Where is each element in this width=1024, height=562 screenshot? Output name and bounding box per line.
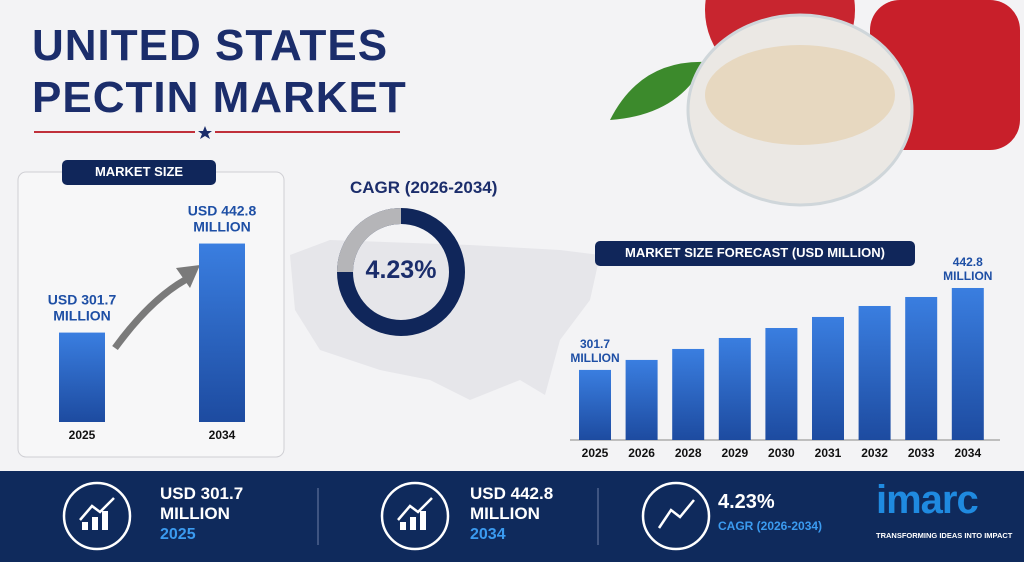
x-tick-label: 2025 [68,428,96,442]
x-tick-label: 2034 [954,446,982,460]
x-tick-label: 2029 [721,446,749,460]
stat-detail: 2025 [160,526,196,543]
pill [595,241,915,266]
stat-detail: CAGR (2026-2034) [718,519,823,533]
pill [62,160,216,185]
icon-bars [82,511,426,530]
icons [62,481,711,551]
x-tick-label: 2026 [628,446,655,460]
chart-title: MARKET SIZE [94,164,184,179]
stat-value: USD 442.8 MILLION [470,484,554,523]
x-tick-label: 2028 [674,446,702,460]
x-tick-label: 2032 [861,446,888,460]
value-label: 442.8 MILLION [943,255,993,284]
value-label: 301.7 MILLION [570,337,620,366]
cagr-label: CAGR (2026-2034) [350,178,498,197]
donut-gap [337,208,402,273]
bar [951,287,984,440]
bar [579,369,611,440]
bar [199,243,245,422]
bar [718,337,751,440]
x-tick-label: 2025 [581,446,609,460]
pectin-powder [705,45,895,145]
bar [672,348,705,440]
footer [0,471,1024,562]
logo: imarc [876,478,979,522]
stat-value: 4.23% [718,491,775,513]
bar [905,296,938,440]
chart-title: MARKET SIZE FORECAST (USD MILLION) [625,245,885,260]
x-tick-label: 2031 [814,446,842,460]
arrow-head [176,265,200,288]
bar [812,316,844,440]
stat-value: USD 301.7 MILLION [160,484,244,523]
arrow [112,276,187,351]
map [290,240,600,400]
stat-detail: 2034 [470,526,506,543]
bar [625,359,658,440]
x-tick-label: 2034 [208,428,236,442]
x-tick-label: 2033 [907,446,935,460]
value-label: USD 442.8 MILLION [187,201,257,235]
star [198,126,212,139]
x-tick-label: 2030 [768,446,795,460]
title: UNITED STATES PECTIN MARKET [32,21,407,122]
bar [765,327,798,440]
value-label: USD 301.7 MILLION [47,290,117,324]
leaf [610,61,705,120]
tagline: TRANSFORMING IDEAS INTO IMPACT [876,531,1013,540]
bar [858,305,891,440]
cagr-value: 4.23% [365,256,437,284]
bar [59,332,105,422]
